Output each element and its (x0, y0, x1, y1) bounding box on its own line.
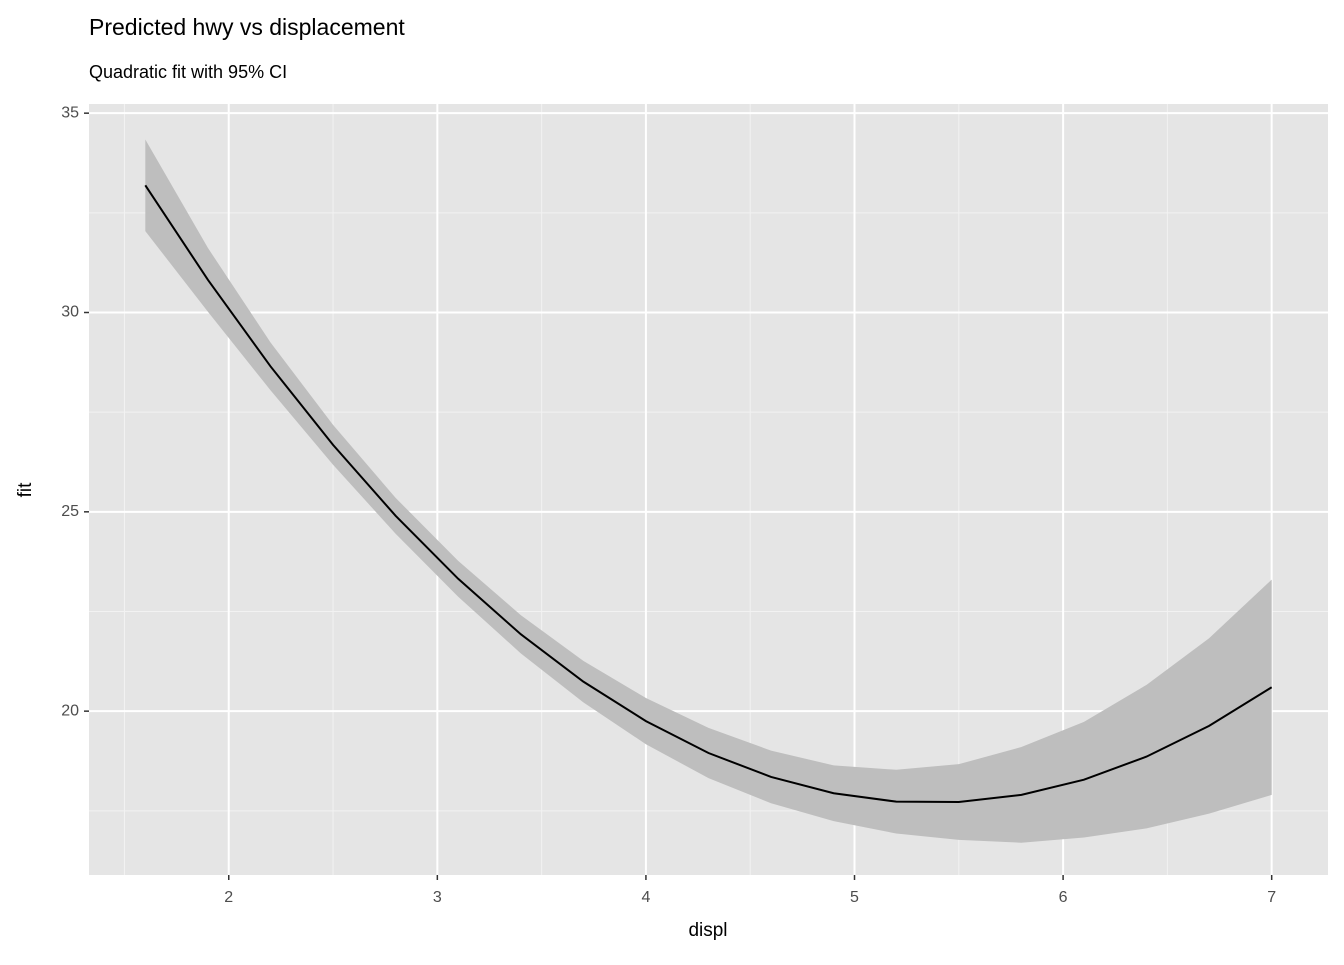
y-tick-label: 30 (61, 304, 79, 321)
x-tick-label: 4 (641, 889, 650, 906)
y-tick-label: 20 (61, 702, 79, 719)
x-tick-label: 5 (850, 889, 859, 906)
x-tick-label: 7 (1267, 889, 1276, 906)
x-tick-label: 6 (1059, 889, 1068, 906)
confidence-ribbon (145, 139, 1272, 843)
y-tick-label: 35 (61, 104, 79, 121)
x-tick-label: 2 (224, 889, 233, 906)
y-tick-label: 25 (61, 503, 79, 520)
chart-subtitle: Quadratic fit with 95% CI (89, 62, 287, 82)
x-tick-label: 3 (433, 889, 442, 906)
chart-title: Predicted hwy vs displacement (89, 14, 405, 40)
y-axis-title: fit (15, 482, 36, 498)
x-axis-title: displ (688, 920, 727, 941)
fit-line (144, 184, 1273, 804)
